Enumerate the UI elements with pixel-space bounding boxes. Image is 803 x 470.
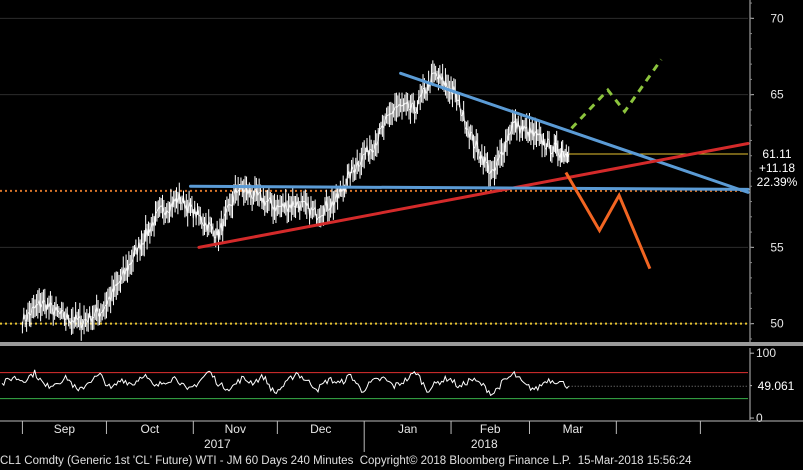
panel-separator [0,342,803,346]
trend-line [189,184,750,191]
x-axis: Sep Oct Nov Dec Jan Feb Mar 2017 2018 [0,420,803,452]
last-price-label: 22.39% [757,175,798,189]
price-y-tick-label: 55 [770,240,784,254]
x-year-label: 2018 [471,437,498,451]
x-tick-label: Dec [310,422,331,436]
price-y-tick-label: 70 [770,11,784,25]
last-price-label: +11.18 [759,161,795,175]
separator-bar [0,342,803,346]
footer-security: CL1 Comdty (Generic 1st 'CL' Future) WTI… [0,455,354,467]
x-tick-label: Feb [480,422,501,436]
rsi-last-value-label: 49.061 [758,379,795,393]
price-y-tick-label: 65 [770,88,784,102]
price-y-tick-label: 50 [770,317,784,331]
x-year-label: 2017 [204,437,231,451]
rsi-panel: 10050049.061 [0,346,803,425]
rsi-y-tick-label: 100 [756,346,776,360]
footer-timestamp: 15-Mar-2018 15:56:24 [577,455,692,467]
price-line [21,72,570,329]
footer-copyright: Copyright© 2018 Bloomberg Finance L.P. [359,455,572,467]
x-tick-label: Nov [225,422,246,436]
x-tick-label: Oct [141,422,160,436]
footer-bar: CL1 Comdty (Generic 1st 'CL' Future) WTI… [0,452,803,470]
scenario-path [564,171,652,270]
rsi-last-value-box: 49.061 [752,378,803,394]
x-tick-label: Jan [398,422,417,436]
last-price-box-bg [752,147,803,190]
trend-line [197,142,750,249]
rsi-line [1,369,570,397]
scenario-path [570,58,663,130]
rsi-last-value-bg [752,378,803,394]
last-price-label: 61.11 [762,147,791,161]
trend-line [399,71,750,194]
rsi-y-tick-label: 0 [756,411,763,425]
x-tick-label: Mar [563,422,584,436]
x-tick-label: Sep [54,422,76,436]
price-plot-area [0,0,748,342]
